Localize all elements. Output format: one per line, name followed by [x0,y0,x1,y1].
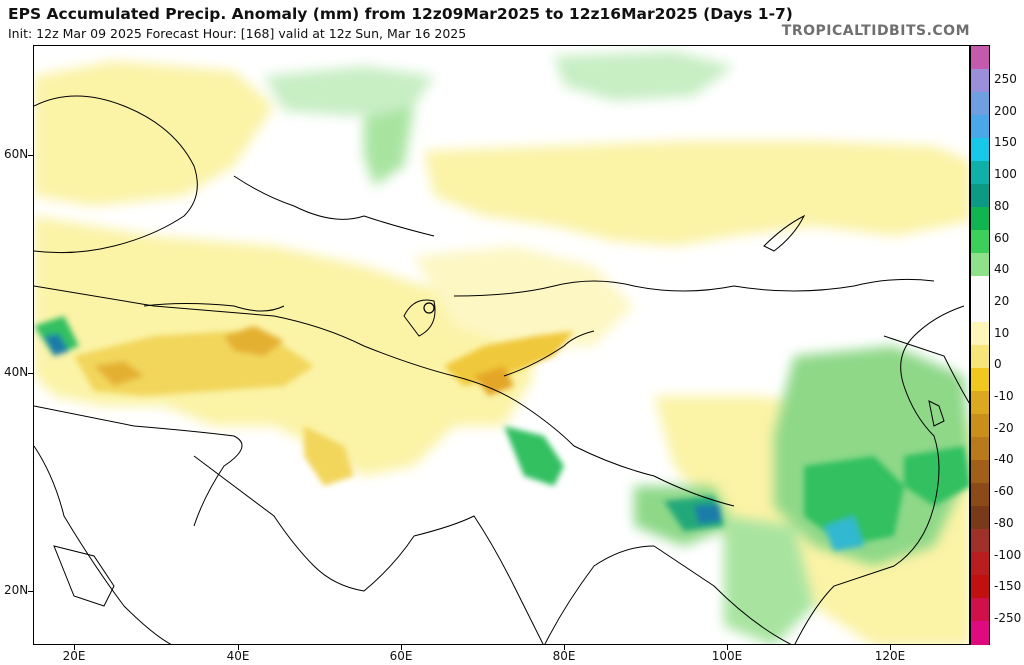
lat-label-40n: 40N [4,365,29,379]
colorbar-label: 200 [994,103,1017,118]
lon-label-40e: 40E [226,649,250,663]
lat-tick [28,155,34,156]
colorbar-segment [971,46,989,70]
colorbar-label: 20 [994,293,1010,308]
colorbar-segment [971,529,989,553]
colorbar-label: 250 [994,72,1017,86]
colorbar-segment [971,483,989,507]
colorbar-label: 150 [994,135,1017,150]
colorbar-label: -250 [994,611,1022,625]
colorbar-segment [971,230,989,254]
colorbar-segment [971,621,989,645]
colorbar-segment [971,92,989,116]
colorbar-segment [971,161,989,185]
lake-balkhash-marker [423,302,435,314]
lon-label-80e: 80E [552,649,576,663]
colorbar-segment [971,598,989,622]
colorbar-label: 100 [994,167,1017,182]
lat-label-60n: 60N [4,147,29,161]
lon-tick [74,645,75,650]
lon-label-20e: 20E [62,649,86,663]
map-title: EPS Accumulated Precip. Anomaly (mm) fro… [8,5,793,23]
colorbar-segment [971,207,989,231]
colorbar-label: -80 [994,515,1014,530]
colorbar-segment [971,575,989,599]
colorbar-segment [971,391,989,415]
colorbar-segment [971,253,989,277]
colorbar-segment [971,552,989,576]
lat-tick [28,373,34,374]
colorbar-segment [971,345,989,369]
colorbar-segment [971,138,989,162]
wet-anomaly-fields [264,51,969,644]
map-graphic [34,51,969,644]
strong-wet-cores [34,316,969,551]
lon-tick [564,645,565,650]
colorbar-segment [971,184,989,208]
colorbar-label: -100 [994,547,1022,562]
lat-label-20n: 20N [4,583,29,597]
coastlines-and-borders [34,95,969,644]
lon-tick [401,645,402,650]
colorbar-segment [971,322,989,346]
colorbar-segment [971,414,989,438]
map-subtitle: Init: 12z Mar 09 2025 Forecast Hour: [16… [8,26,467,41]
colorbar-label: -150 [994,579,1022,594]
colorbar-segment [971,115,989,139]
lon-tick [727,645,728,650]
colorbar-segment [971,299,989,323]
colorbar-segment [971,437,989,461]
colorbar-label: 80 [994,198,1010,213]
colorbar-segment [971,276,989,300]
site-credit: TROPICALTIDBITS.COM [781,23,970,39]
colorbar-segment [971,506,989,530]
colorbar-segment [971,69,989,93]
lon-label-120e: 120E [874,649,906,663]
colorbar-segment [971,460,989,484]
lon-tick [238,645,239,650]
precip-anomaly-map [33,45,970,645]
colorbar-label: -60 [994,484,1014,499]
lon-tick [890,645,891,650]
lat-tick [28,591,34,592]
colorbar-label: 0 [994,357,1002,372]
colorbar-label: -40 [994,452,1014,467]
colorbar-segment [971,368,989,392]
strong-dry-cores [74,326,574,486]
colorbar [970,45,990,645]
colorbar-label: 40 [994,262,1010,277]
lon-label-60e: 60E [389,649,413,663]
colorbar-label: -20 [994,420,1014,435]
colorbar-label: 60 [994,230,1010,245]
lon-label-100e: 100E [711,649,743,663]
colorbar-label: -10 [994,389,1014,404]
colorbar-label: 10 [994,325,1010,340]
